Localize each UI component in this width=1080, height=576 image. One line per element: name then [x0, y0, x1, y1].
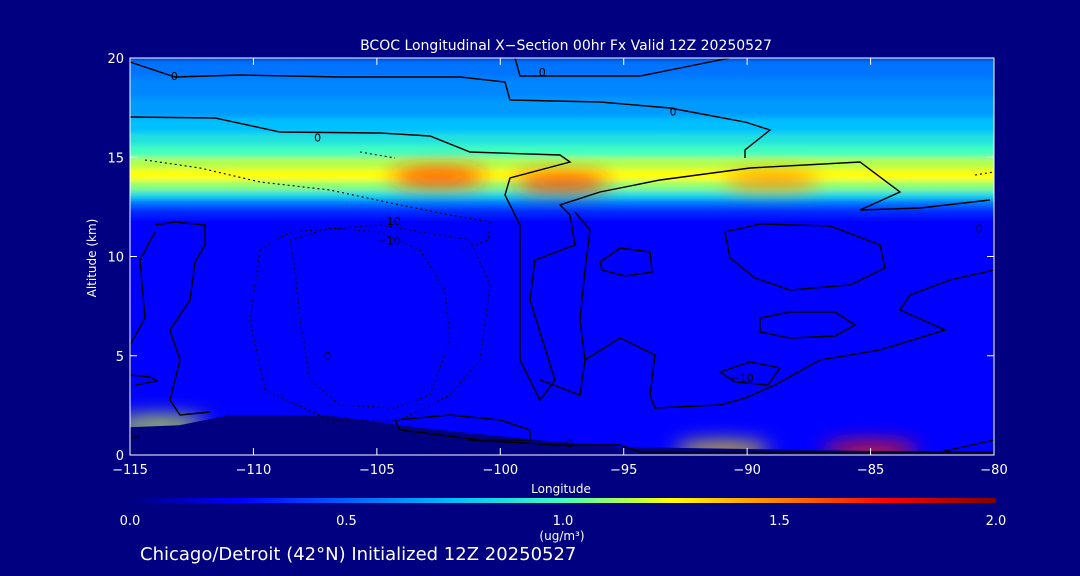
y-tick-label: 0 — [116, 449, 124, 464]
y-tick-label: 10 — [107, 251, 124, 266]
colorbar-tick-label: 0.5 — [336, 514, 357, 529]
contour-label: 0 — [314, 131, 321, 144]
y-tick-label: 20 — [107, 52, 124, 67]
contour-labels: 0 0 0 0 −10 −10 0 0 −10 0 — [171, 66, 983, 450]
colorbar — [130, 498, 996, 503]
contour-label: 0 — [539, 66, 546, 79]
concentration-band — [130, 133, 994, 146]
x-tick-label: −95 — [610, 463, 637, 478]
colorbar-tick-label: 2.0 — [986, 514, 1007, 529]
x-tick-label: −85 — [857, 463, 884, 478]
x-tick-label: −115 — [112, 463, 148, 478]
colorbar-tick-label: 1.0 — [553, 514, 574, 529]
contours — [130, 58, 994, 453]
x-tick-label: −100 — [482, 463, 518, 478]
concentration-band — [130, 206, 994, 218]
concentration-field — [130, 58, 994, 455]
negative-contours — [144, 151, 994, 421]
contour-label: −10 — [378, 215, 401, 228]
y-tick-label: 5 — [116, 350, 124, 365]
x-tick-label: −110 — [236, 463, 272, 478]
concentration-maximum — [723, 173, 820, 190]
x-tick-label: −80 — [980, 463, 1007, 478]
contour-label: −10 — [378, 235, 401, 248]
contour-label: 0 — [171, 70, 178, 83]
contour-label: 0 — [324, 350, 331, 363]
colorbar-tick-label: 0.0 — [120, 514, 141, 529]
x-tick-label: −90 — [733, 463, 760, 478]
contour-label: 0 — [670, 106, 677, 119]
concentration-band — [130, 190, 994, 200]
concentration-band — [130, 198, 994, 208]
plot-area: 0 0 0 0 −10 −10 0 0 −10 0 — [130, 58, 994, 455]
colorbar-unit-label: (ug/m³) — [539, 529, 584, 543]
concentration-band — [130, 58, 994, 79]
terrain — [130, 415, 994, 455]
y-tick-label: 15 — [107, 151, 124, 166]
concentration-maximum — [390, 169, 487, 186]
x-axis-label: Longitude — [531, 482, 591, 496]
colorbar-tick-label: 1.5 — [769, 514, 790, 529]
concentration-band — [130, 97, 994, 119]
concentration-maximum — [514, 175, 610, 192]
concentration-band — [130, 145, 994, 158]
contour-label: 0 — [976, 223, 983, 236]
y-axis: 0 5 10 15 20 — [107, 52, 994, 464]
y-axis-label: Altitude (km) — [85, 219, 99, 298]
caption: Chicago/Detroit (42°N) Initialized 12Z 2… — [140, 544, 576, 565]
x-axis: −115 −110 −105 −100 −95 −90 −85 −80 — [112, 58, 1008, 478]
concentration-band — [130, 117, 994, 134]
x-tick-label: −105 — [359, 463, 395, 478]
concentration-band — [130, 77, 994, 99]
chart-title: BCOC Longitudinal X−Section 00hr Fx Vali… — [360, 38, 772, 54]
contour-label: −10 — [731, 372, 754, 385]
colorbar-ticks: 0.0 0.5 1.0 1.5 2.0 — [120, 514, 1007, 529]
contour-label: 0 — [566, 437, 573, 450]
